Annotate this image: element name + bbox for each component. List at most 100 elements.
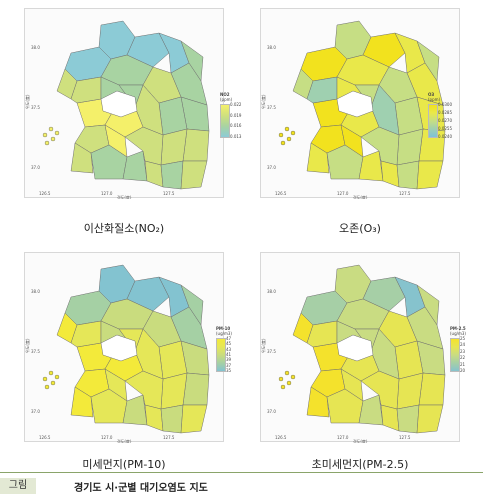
map-legend: PM-10 (ug/m3) 47 45 43 41 39 37 35 [216,326,232,373]
region-polygon [70,320,102,348]
region-polygon [180,160,208,190]
legend-colorbar [216,338,226,372]
legend-tick-label: 24 [460,342,466,348]
legend-title: PM-2.5 [450,326,466,331]
legend-colorbar [428,104,438,138]
legend-tick-label: 0.013 [230,134,242,139]
y-tick-label: 38.0 [267,45,276,50]
island-shape [42,132,48,138]
region-polygon [144,160,164,188]
region-polygon [396,404,420,434]
legend-title: PM-10 [216,326,231,331]
gyeonggi-map: 38.0 37.5 37.0 126.5 127.0 127.5 경도(度) 위도(度) [261,20,446,199]
gyeonggi-map: 38.0 37.5 37.0 126.5 127.0 127.5 경도(度) 위도(度) [25,264,210,443]
x-tick-label: 127.0 [101,191,113,196]
legend-tick-label: 0.019 [230,112,242,118]
region-polygon [70,386,94,418]
legend-tick-label: 0.0240 [438,134,452,139]
legend-tick-label: 0.0270 [438,118,452,123]
legend-title: O3 [428,92,435,97]
gyeonggi-map: 38.0 37.5 37.0 126.5 127.0 127.5 경도(度) 위도(度) [261,264,446,443]
x-axis-title: 경도(度) [117,438,132,443]
panel-caption: 초미세먼지(PM-2.5) [311,458,409,471]
region-polygon [144,404,164,432]
y-tick-label: 38.0 [267,289,276,294]
x-tick-label: 127.5 [163,435,175,440]
legend-tick-label: 0.0300 [438,102,452,107]
y-tick-label: 37.5 [267,349,276,354]
island-shape [286,380,292,386]
y-tick-label: 37.0 [31,409,40,414]
x-tick-label: 127.5 [399,435,411,440]
legend-tick-label: 22 [460,355,466,361]
legend-colorbar [450,338,460,372]
region-polygon [396,372,424,410]
region-polygon [126,276,170,312]
island-shape [280,384,286,390]
gyeonggi-map: 38.0 37.5 37.0 126.5 127.0 127.5 경도(度) 위도(度) [25,20,210,199]
y-tick-label: 37.0 [31,165,40,170]
x-axis-title: 경도(度) [353,194,368,199]
region-polygon [418,372,446,406]
island-shape [48,370,54,376]
region-polygon [182,372,210,406]
y-tick-label: 37.5 [31,105,40,110]
island-shape [278,132,284,138]
legend-tick-label: 39 [226,357,232,363]
island-shape [286,136,292,142]
legend-tick-label: 35 [226,368,232,373]
region-polygon [396,128,424,166]
region-polygon [180,404,208,434]
legend-tick-label: 20 [460,368,466,373]
legend-unit: (ppm) [428,97,441,102]
legend-unit: (ug/m3) [450,331,466,336]
legend-tick-label: 0.0255 [438,126,452,131]
region-polygon [160,404,184,434]
legend-tick-label: 41 [226,352,232,357]
region-polygon [306,320,338,348]
island-shape [54,130,60,136]
island-shape [48,126,54,132]
region-polygon [70,76,102,104]
x-axis-title: 경도(度) [353,438,368,443]
region-polygon [306,386,330,418]
legend-colorbar [220,104,230,138]
legend-tick-label: 23 [460,348,466,354]
x-tick-label: 126.5 [275,191,287,196]
island-shape [54,374,60,380]
map-legend: NO2 (ppm) 0.022 0.019 0.016 0.013 [220,92,241,139]
seoul-area [336,90,374,118]
x-tick-label: 127.5 [399,191,411,196]
region-polygon [306,142,330,174]
panel-caption: 오존(O₃) [339,222,381,235]
y-tick-label: 37.0 [267,409,276,414]
y-tick-label: 37.0 [267,165,276,170]
island-shape [290,374,296,380]
map-frame: 38.0 37.5 37.0 126.5 127.0 127.5 경도(度) 위도(度) [24,8,224,199]
region-polygon [182,128,210,162]
y-tick-label: 38.0 [31,45,40,50]
region-polygon [306,76,338,104]
map-frame: 38.0 37.5 37.0 126.5 127.0 127.5 경도(度) 위도(度) [260,252,460,443]
seoul-area [100,334,138,362]
map-frame: 38.0 37.5 37.0 126.5 127.0 127.5 경도(度) 위도(度) [24,252,224,443]
x-tick-label: 126.5 [39,435,51,440]
legend-tick-label: 45 [226,341,232,347]
seoul-area [336,334,374,362]
region-polygon [380,160,400,188]
x-axis-title: 경도(度) [117,194,132,199]
map-legend: O3 (ppm) 0.0300 0.0285 0.0270 0.0255 0.0240 [428,92,452,139]
x-tick-label: 127.0 [337,435,349,440]
island-shape [50,136,56,142]
legend-tick-label: 0.0285 [438,110,452,115]
seoul-area [100,90,138,118]
y-axis-title: 위도(度) [261,338,266,353]
map-frame: 38.0 37.5 37.0 126.5 127.0 127.5 경도(度) 위도(度) [260,8,460,199]
island-shape [290,130,296,136]
island-shape [278,376,284,382]
island-shape [44,140,50,146]
region-polygon [396,160,420,190]
x-tick-label: 126.5 [275,435,287,440]
region-polygon [70,142,94,174]
x-tick-label: 127.0 [101,435,113,440]
